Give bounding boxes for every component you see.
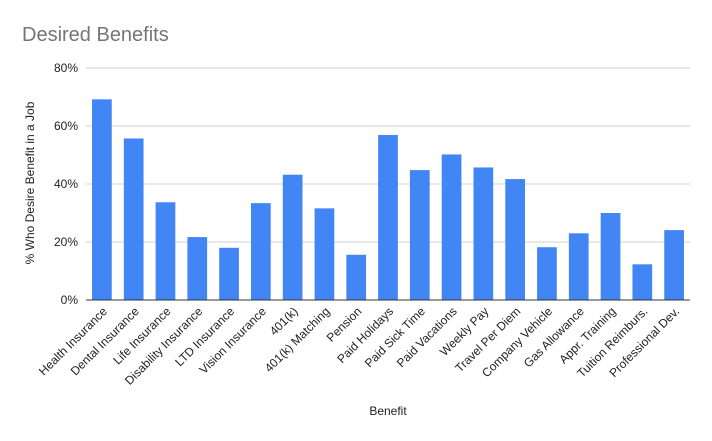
bar bbox=[600, 213, 621, 300]
bar bbox=[282, 174, 303, 300]
y-axis-ticks: 0% 20% 40% 60% 80% bbox=[54, 61, 78, 307]
y-tick-label: 20% bbox=[54, 235, 78, 249]
bar bbox=[378, 134, 398, 300]
bar bbox=[505, 179, 526, 300]
x-axis-label: Benefit bbox=[369, 404, 407, 418]
bars bbox=[92, 99, 684, 300]
bar bbox=[155, 202, 176, 300]
bar bbox=[473, 167, 494, 300]
bar bbox=[187, 237, 208, 300]
y-axis-label: % Who Desire Benefit in a Job bbox=[23, 101, 37, 264]
bar bbox=[219, 247, 239, 300]
chart-title: Desired Benefits bbox=[22, 24, 169, 46]
bar bbox=[568, 233, 589, 300]
y-tick-label: 0% bbox=[61, 293, 79, 307]
bar bbox=[123, 138, 144, 300]
bar bbox=[409, 170, 430, 300]
bar bbox=[441, 154, 462, 300]
bar bbox=[314, 208, 335, 300]
y-tick-label: 60% bbox=[54, 119, 78, 133]
bar bbox=[664, 230, 684, 300]
bar bbox=[632, 264, 653, 300]
bar bbox=[250, 203, 271, 300]
bar bbox=[346, 254, 367, 300]
y-tick-label: 40% bbox=[54, 177, 78, 191]
bar bbox=[92, 99, 112, 300]
bar bbox=[537, 247, 557, 300]
y-tick-label: 80% bbox=[54, 61, 78, 75]
